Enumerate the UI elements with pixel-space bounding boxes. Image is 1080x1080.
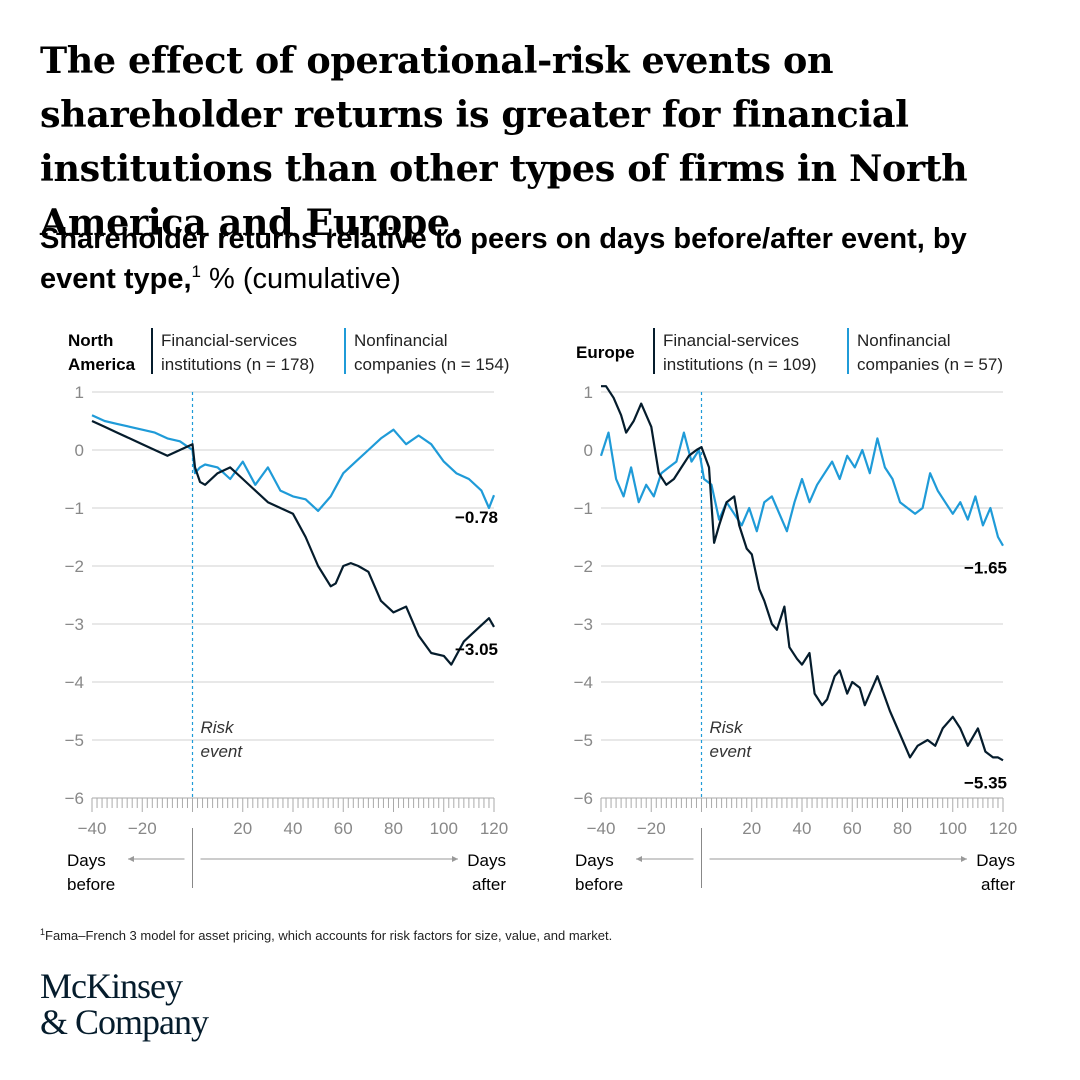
days-after-arrowhead — [452, 856, 458, 862]
legend-nonfinancial-label: companies (n = 154) — [354, 355, 509, 374]
y-tick-label: −3 — [65, 615, 84, 634]
footnote: 1Fama–French 3 model for asset pricing, … — [40, 927, 613, 944]
legend-nonfinancial-label: Nonfinancial — [354, 331, 448, 350]
series-nonfinancial-line — [91, 414, 496, 512]
days-after-arrowhead — [961, 856, 967, 862]
y-tick-label: 0 — [75, 441, 84, 460]
legend-financial-label: Financial-services — [663, 331, 799, 350]
mckinsey-logo: McKinsey & Company — [40, 966, 209, 1042]
days-before-arrowhead — [636, 856, 642, 862]
subtitle-footnote-marker: 1 — [191, 262, 201, 281]
subtitle-unit: % (cumulative) — [200, 263, 401, 295]
x-tick-label: −40 — [78, 819, 107, 838]
legend-financial-label: institutions (n = 178) — [161, 355, 315, 374]
end-label-nonfinancial: −0.78 — [455, 508, 498, 527]
legend-region-line: North — [68, 331, 113, 350]
y-tick-label: 1 — [584, 383, 593, 402]
x-tick-label: 120 — [480, 819, 508, 838]
days-before-label: before — [67, 875, 115, 894]
y-tick-label: −1 — [65, 499, 84, 518]
x-tick-label: 100 — [430, 819, 458, 838]
y-tick-label: 1 — [75, 383, 84, 402]
risk-event-label: event — [710, 742, 753, 761]
x-tick-label: 60 — [843, 819, 862, 838]
days-before-label: before — [575, 875, 623, 894]
x-tick-label: −20 — [637, 819, 666, 838]
footnote-text: Fama–French 3 model for asset pricing, w… — [45, 928, 613, 943]
risk-event-label: Risk — [710, 718, 745, 737]
logo-line-2: & Company — [40, 1002, 209, 1042]
x-tick-label: −40 — [587, 819, 616, 838]
y-tick-label: −1 — [574, 499, 593, 518]
end-label-financial: −3.05 — [455, 640, 498, 659]
y-tick-label: −3 — [574, 615, 593, 634]
days-before-arrowhead — [128, 856, 134, 862]
series-financial-line — [601, 385, 1004, 762]
y-tick-label: −4 — [65, 673, 84, 692]
series-nonfinancial-line — [599, 431, 1004, 547]
legend-financial-label: Financial-services — [161, 331, 297, 350]
x-tick-label: 100 — [939, 819, 967, 838]
x-tick-label: 40 — [793, 819, 812, 838]
charts-area: North America Financial-services institutio… — [65, 328, 1017, 894]
x-tick-label: 40 — [284, 819, 303, 838]
y-tick-label: −2 — [65, 557, 84, 576]
chart-europe: Europe Financial-services institutions (n … — [574, 328, 1017, 894]
logo-line-1: McKinsey — [40, 966, 183, 1006]
days-after-label: Days — [467, 851, 506, 870]
days-before-label: Days — [67, 851, 106, 870]
x-tick-label: 60 — [334, 819, 353, 838]
days-after-label: after — [472, 875, 506, 894]
legend-nonfinancial-label: companies (n = 57) — [857, 355, 1003, 374]
x-tick-label: 120 — [989, 819, 1017, 838]
y-tick-label: −2 — [574, 557, 593, 576]
risk-event-label: event — [201, 742, 244, 761]
days-after-label: Days — [976, 851, 1015, 870]
legend-nonfinancial-label: Nonfinancial — [857, 331, 951, 350]
y-tick-label: 0 — [584, 441, 593, 460]
x-tick-label: 80 — [384, 819, 403, 838]
days-before-label: Days — [575, 851, 614, 870]
y-tick-label: −5 — [574, 731, 593, 750]
y-tick-label: −5 — [65, 731, 84, 750]
legend-financial-label: institutions (n = 109) — [663, 355, 817, 374]
footnote-marker: 1 — [40, 927, 46, 937]
x-tick-label: 20 — [233, 819, 252, 838]
x-tick-label: 20 — [742, 819, 761, 838]
x-tick-label: 80 — [893, 819, 912, 838]
chart-subtitle: Shareholder returns relative to peers on… — [40, 219, 1030, 299]
headline: The effect of operational-risk events on… — [40, 39, 968, 244]
subtitle-bold: Shareholder returns relative to peers on… — [40, 223, 967, 295]
risk-event-label: Risk — [201, 718, 236, 737]
y-tick-label: −6 — [65, 789, 84, 808]
y-tick-label: −6 — [574, 789, 593, 808]
legend-region-line: America — [68, 355, 136, 374]
y-tick-label: −4 — [574, 673, 593, 692]
x-tick-label: −20 — [128, 819, 157, 838]
days-after-label: after — [981, 875, 1015, 894]
legend-region-line: Europe — [576, 343, 635, 362]
end-label-nonfinancial: −1.65 — [964, 559, 1007, 578]
end-label-financial: −5.35 — [964, 773, 1007, 792]
chart-north-america: North America Financial-services institutio… — [65, 328, 509, 894]
series-financial-line — [91, 420, 495, 666]
